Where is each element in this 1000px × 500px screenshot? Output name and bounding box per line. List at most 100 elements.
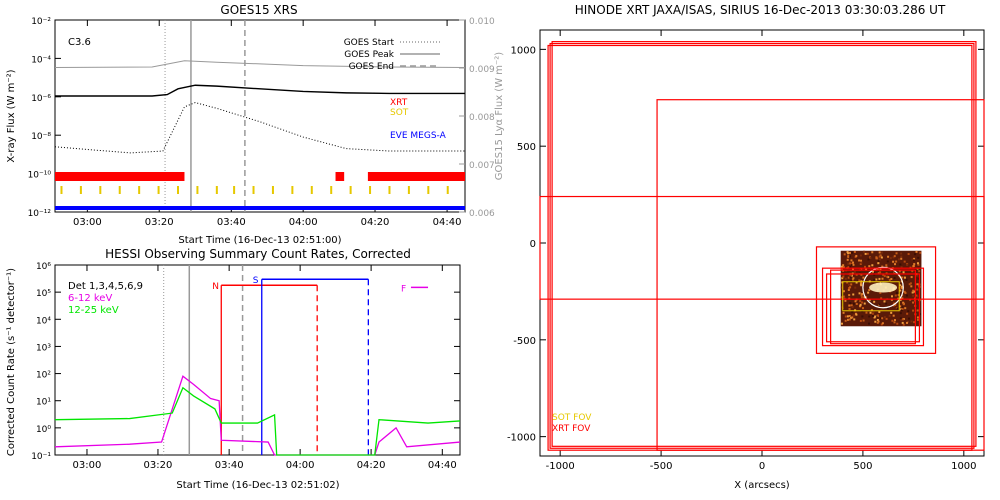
- xrt-bright-kernel: [869, 282, 898, 293]
- xrt-image-pixel: [908, 283, 911, 286]
- xrt-image-pixel: [842, 266, 845, 269]
- xrt-image-pixel: [906, 263, 909, 266]
- hessi-y-label: Corrected Count Rate (s⁻¹ detector⁻¹): [6, 268, 17, 456]
- xrt-image-pixel: [902, 323, 905, 326]
- xrt-image-pixel: [894, 303, 897, 306]
- xrt-image-pixel: [893, 319, 896, 322]
- xrt-fov-box: [656, 99, 985, 451]
- xrt-image-pixel: [906, 320, 909, 323]
- xrt-image-pixel: [900, 266, 903, 269]
- xrt-image-pixel: [883, 275, 886, 278]
- xrt-image-pixel: [848, 308, 851, 311]
- xrt-image-pixel: [868, 265, 871, 268]
- xrt-image-pixel: [915, 309, 918, 312]
- goes-legend-label: GOES Peak: [344, 50, 394, 60]
- xrt-image-pixel: [881, 322, 884, 325]
- xrt-image-pixel: [854, 300, 857, 303]
- xrt-image-pixel: [850, 304, 853, 307]
- xrt-image-pixel: [893, 321, 896, 324]
- goes-y2-tick-label: 0.008: [469, 113, 495, 123]
- goes-y2-tick-label: 0.007: [469, 161, 495, 171]
- hessi-legend-label: 12-25 keV: [68, 305, 119, 316]
- xrt-image-pixel: [900, 276, 903, 279]
- xrt-y-tick-label: -1000: [507, 433, 536, 444]
- xrt-image-pixel: [850, 259, 853, 262]
- xrt-image-pixel: [840, 265, 843, 268]
- xrt-image-pixel: [869, 256, 872, 259]
- goes-series-short: [54, 102, 465, 154]
- xrt-image-pixel: [916, 318, 919, 321]
- xrt-image-pixel: [847, 262, 850, 265]
- goes-sot-tick: [252, 186, 255, 194]
- xrt-image-pixel: [872, 270, 875, 273]
- xrt-image-pixel: [848, 286, 851, 289]
- goes-y-label: X-ray Flux (W m⁻²): [6, 69, 17, 162]
- xrt-image-pixel: [885, 272, 888, 275]
- xrt-image-pixel: [865, 311, 868, 314]
- goes-x-tick-label: 04:40: [433, 217, 462, 228]
- goes-sot-tick: [215, 186, 218, 194]
- hessi-legend-label: 6-12 keV: [68, 293, 112, 304]
- xrt-image-pixel: [883, 316, 886, 319]
- xrt-image-pixel: [916, 316, 919, 319]
- xrt-image-pixel: [912, 264, 915, 267]
- xrt-image-pixel: [900, 309, 903, 312]
- sot-fov-box: [842, 281, 900, 312]
- xrt-image-pixel: [902, 271, 905, 274]
- xrt-image-pixel: [861, 307, 864, 310]
- hessi-y-tick-label: 10²: [36, 371, 51, 381]
- xrt-image-pixel: [844, 315, 847, 318]
- xrt-image-pixel: [867, 258, 870, 261]
- xrt-x-label: X (arcsecs): [734, 480, 790, 491]
- goes-sot-tick: [407, 186, 410, 194]
- xrt-image-pixel: [901, 306, 904, 309]
- xrt-image-pixel: [875, 256, 878, 259]
- xrt-image-pixel: [873, 300, 876, 303]
- xrt-axis-ticks: -1000 -500 0 500 1000 1000 500 0 -500 -1000: [507, 30, 984, 472]
- xrt-image-pixel: [844, 319, 847, 322]
- xrt-image-pixel: [888, 314, 891, 317]
- goes-x-label: Start Time (16-Dec-13 02:51:00): [178, 235, 341, 246]
- xrt-image-pixel: [846, 318, 849, 321]
- xrt-image-pixel: [905, 294, 908, 297]
- xrt-image-pixel: [916, 262, 919, 265]
- xrt-image-pixel: [910, 320, 913, 323]
- xrt-image-pixel: [894, 263, 897, 266]
- xrt-image-pixel: [900, 285, 903, 288]
- xrt-image-pixel: [890, 311, 893, 314]
- hessi-x-tick-label: 04:00: [286, 460, 315, 471]
- goes-legend: GOES Start GOES Peak GOES End: [344, 38, 440, 72]
- hessi-attenuator-intervals: NSF: [212, 276, 429, 455]
- hessi-x-tick-label: 04:20: [357, 460, 386, 471]
- hessi-y-tick-label: 10⁵: [36, 289, 51, 299]
- xrt-image-pixel: [842, 264, 845, 267]
- xrt-image-pixel: [841, 322, 844, 325]
- hessi-markers: [163, 265, 244, 455]
- xrt-image-pixel: [846, 251, 849, 254]
- xrt-image-pixel: [859, 254, 862, 257]
- xrt-image-pixel: [860, 261, 863, 264]
- xrt-image-pixel: [881, 265, 884, 268]
- xrt-image-pixel: [847, 288, 850, 291]
- xrt-fov-box: [815, 246, 937, 354]
- goes-sot-tick: [79, 186, 82, 194]
- xrt-image-pixel: [915, 294, 918, 297]
- xrt-image-pixel: [868, 289, 871, 292]
- xrt-y-tick-label: -500: [513, 336, 536, 347]
- xrt-image-pixel: [897, 293, 900, 296]
- goes-y-tick-label: 10⁻⁸: [31, 132, 51, 142]
- hessi-panel: HESSI Observing Summary Count Rates, Cor…: [6, 247, 461, 491]
- hessi-x-ticks: 03:00 03:20 03:40 04:00 04:20 04:40: [73, 265, 457, 471]
- xrt-image-pixel: [919, 313, 922, 316]
- goes-y2-label: GOES15 Lyα Flux (W m⁻²): [494, 52, 505, 180]
- xrt-image-pixel: [855, 254, 858, 257]
- xrt-image-pixel: [912, 301, 915, 304]
- goes-series: [54, 60, 466, 154]
- xrt-image-pixel: [868, 322, 871, 325]
- xrt-image-pixel: [912, 309, 915, 312]
- xrt-image-pixel: [907, 310, 910, 313]
- xrt-image-pixel: [861, 301, 864, 304]
- goes-sot-tick: [271, 186, 274, 194]
- goes-x-tick-label: 04:20: [361, 217, 390, 228]
